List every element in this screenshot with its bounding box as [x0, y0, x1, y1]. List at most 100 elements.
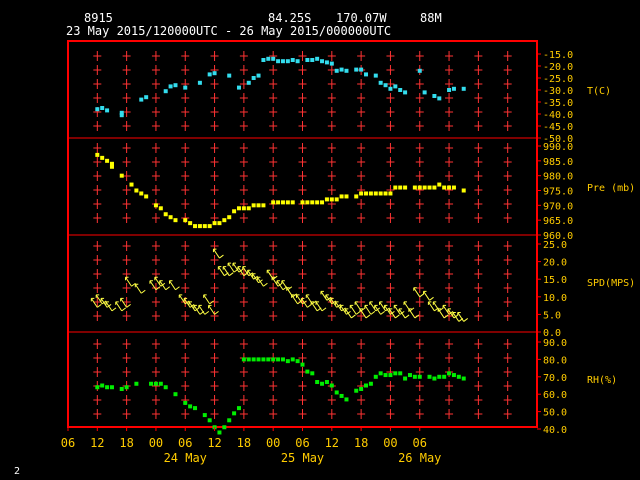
- grid-cross: [327, 79, 336, 89]
- grid-cross: [151, 353, 160, 363]
- pres-point: [368, 191, 373, 196]
- grid-cross: [386, 121, 395, 131]
- grid-cross: [503, 353, 512, 363]
- grid-cross: [269, 381, 278, 391]
- grid-cross: [210, 269, 219, 279]
- y-tick-label: -40.0: [543, 110, 573, 121]
- grid-cross: [386, 297, 395, 307]
- pres-point: [373, 191, 378, 196]
- y-tick-label: -35.0: [543, 98, 573, 109]
- day-label: 25 May: [281, 451, 324, 465]
- grid-cross: [181, 269, 190, 279]
- y-tick-label: 0.0: [543, 328, 561, 339]
- grid-cross: [151, 367, 160, 377]
- grid-cross: [122, 157, 131, 167]
- grid-cross: [239, 395, 248, 405]
- grid-cross: [210, 171, 219, 181]
- grid-cross: [122, 213, 131, 223]
- rh-point: [202, 413, 207, 418]
- grid-cross: [386, 157, 395, 167]
- temp-point: [451, 86, 456, 91]
- grid-cross: [151, 79, 160, 89]
- grid-cross: [298, 171, 307, 181]
- grid-cross: [151, 51, 160, 61]
- grid-cross: [503, 185, 512, 195]
- grid-cross: [474, 157, 483, 167]
- rh-point: [324, 380, 329, 385]
- grid-cross: [93, 409, 102, 419]
- grid-cross: [386, 311, 395, 321]
- grid-cross: [93, 65, 102, 75]
- grid-cross: [445, 213, 454, 223]
- grid-cross: [181, 185, 190, 195]
- rh-point: [344, 397, 349, 402]
- temp-point: [310, 58, 315, 62]
- x-tick-label: 00: [266, 436, 280, 450]
- grid-cross: [269, 297, 278, 307]
- grid-cross: [386, 51, 395, 61]
- rh-point: [261, 357, 266, 362]
- pres-point: [236, 206, 241, 211]
- grid-cross: [239, 93, 248, 103]
- wind-barb: [203, 294, 214, 305]
- temp-point: [271, 56, 276, 61]
- grid-cross: [474, 143, 483, 153]
- page-number: 2: [14, 466, 20, 477]
- pres-point: [134, 188, 139, 193]
- grid-cross: [415, 353, 424, 363]
- wind-barb: [256, 276, 268, 287]
- grid-cross: [93, 79, 102, 89]
- grid-cross: [415, 121, 424, 131]
- grid-cross: [415, 171, 424, 181]
- temp-point: [295, 59, 300, 64]
- rh-point: [412, 374, 417, 379]
- grid-cross: [327, 241, 336, 251]
- temp-point: [119, 110, 124, 115]
- y-tick-label: 10.0: [543, 293, 567, 304]
- grid-cross: [415, 409, 424, 419]
- grid-cross: [327, 51, 336, 61]
- rh-point: [447, 371, 452, 376]
- grid-cross: [415, 93, 424, 103]
- grid-cross: [298, 367, 307, 377]
- grid-cross: [503, 381, 512, 391]
- pres-point: [320, 200, 325, 205]
- grid-cross: [327, 143, 336, 153]
- y-tick-label: -45.0: [543, 122, 573, 133]
- grid-cross: [445, 381, 454, 391]
- rh-point: [149, 381, 154, 386]
- y-tick-label: 70.0: [543, 373, 567, 384]
- grid-cross: [503, 121, 512, 131]
- y-tick-label: -30.0: [543, 86, 573, 97]
- rh-point: [329, 383, 334, 388]
- pres-point: [217, 221, 222, 226]
- temp-point: [339, 67, 344, 72]
- grid-cross: [327, 121, 336, 131]
- grid-cross: [269, 395, 278, 405]
- temp-point: [437, 96, 442, 101]
- wind-barb: [159, 280, 171, 291]
- grid-cross: [445, 79, 454, 89]
- rh-point: [315, 380, 320, 385]
- grid-cross: [327, 107, 336, 117]
- grid-cross: [93, 255, 102, 265]
- grid-cross: [239, 171, 248, 181]
- y-tick-label: -20.0: [543, 62, 573, 73]
- rh-point: [222, 425, 227, 430]
- temp-point: [373, 73, 378, 78]
- grid-cross: [503, 107, 512, 117]
- y-tick-label: 60.0: [543, 390, 567, 401]
- rh-point: [383, 373, 388, 378]
- grid-cross: [415, 269, 424, 279]
- grid-cross: [357, 157, 366, 167]
- wind-barb: [134, 283, 146, 294]
- grid-cross: [415, 199, 424, 209]
- x-tick-label: 18: [354, 436, 368, 450]
- grid-cross: [327, 409, 336, 419]
- pres-point: [251, 203, 256, 208]
- grid-cross: [122, 311, 131, 321]
- grid-cross: [503, 199, 512, 209]
- grid-cross: [210, 339, 219, 349]
- grid-cross: [357, 171, 366, 181]
- pres-point: [241, 206, 246, 211]
